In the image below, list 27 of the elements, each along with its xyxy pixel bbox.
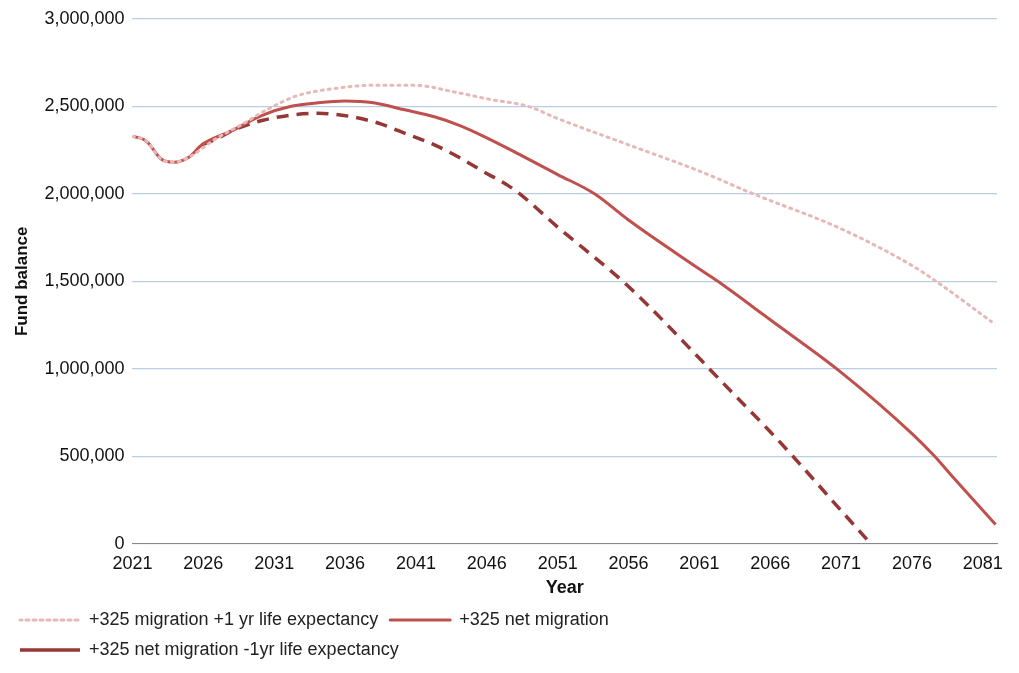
y-tick-label: 3,000,000 bbox=[44, 7, 125, 28]
legend-label: +325 net migration bbox=[459, 608, 609, 629]
y-tick-label: 1,500,000 bbox=[44, 270, 125, 291]
y-tick-label: 500,000 bbox=[59, 445, 125, 466]
x-tick-label: 2036 bbox=[325, 552, 366, 573]
x-tick-label: 2076 bbox=[891, 552, 932, 573]
y-tick-label: 1,000,000 bbox=[44, 357, 125, 378]
x-tick-label: 2031 bbox=[254, 552, 295, 573]
x-tick-label: 2061 bbox=[679, 552, 720, 573]
x-tick-label: 2066 bbox=[750, 552, 791, 573]
x-tick-label: 2041 bbox=[395, 552, 436, 573]
x-tick-label: 2071 bbox=[821, 552, 862, 573]
y-tick-label: 2,500,000 bbox=[44, 95, 125, 116]
line-series bbox=[132, 99, 997, 527]
x-tick-label: 2021 bbox=[112, 552, 153, 573]
x-tick-label: 2051 bbox=[537, 552, 578, 573]
x-tick-label: 2026 bbox=[183, 552, 224, 573]
x-tick-label: 2046 bbox=[466, 552, 507, 573]
x-axis-title: Year bbox=[545, 577, 584, 598]
legend-label: +325 migration +1 yr life expectancy bbox=[89, 608, 379, 629]
x-tick-label: 2056 bbox=[608, 552, 649, 573]
legend-label: +325 net migration -1yr life expectancy bbox=[89, 638, 399, 659]
y-axis-title: Fund balance bbox=[11, 226, 31, 337]
x-tick-label: 2081 bbox=[962, 552, 1003, 573]
line-series bbox=[132, 83, 993, 324]
y-tick-label: 2,000,000 bbox=[44, 182, 125, 203]
y-tick-label: 0 bbox=[114, 532, 125, 553]
